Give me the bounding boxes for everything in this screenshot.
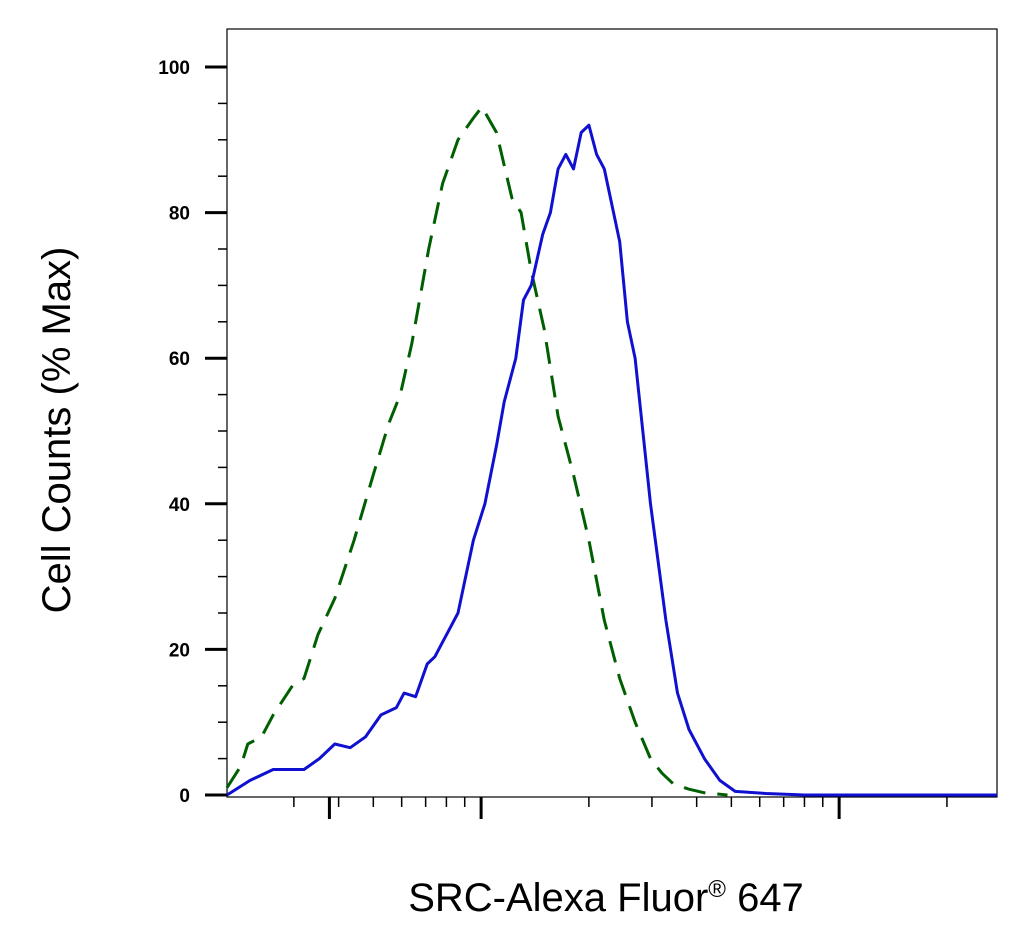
x-axis-title-suffix: 647	[726, 876, 804, 920]
y-tick-label: 0	[179, 786, 190, 807]
x-axis-title: SRC-Alexa Fluor® 647	[408, 876, 804, 920]
x-axis-title-main: SRC-Alexa Fluor	[408, 876, 708, 920]
y-tick-label: 100	[158, 58, 190, 79]
y-axis-title: Cell Counts (% Max)	[35, 247, 79, 614]
y-tick-label: 40	[169, 495, 190, 516]
x-axis-title-superscript: ®	[708, 876, 726, 903]
plot-frame	[226, 28, 998, 798]
y-tick-label: 60	[169, 349, 190, 370]
y-tick-label: 20	[169, 640, 190, 661]
x-axis	[293, 797, 948, 819]
y-tick-label: 80	[169, 204, 190, 225]
series-line-dashed	[225, 105, 728, 797]
y-axis: 0 20 40 60 80 100	[158, 58, 227, 807]
series-layer	[225, 105, 997, 797]
series-line-solid	[226, 123, 997, 797]
